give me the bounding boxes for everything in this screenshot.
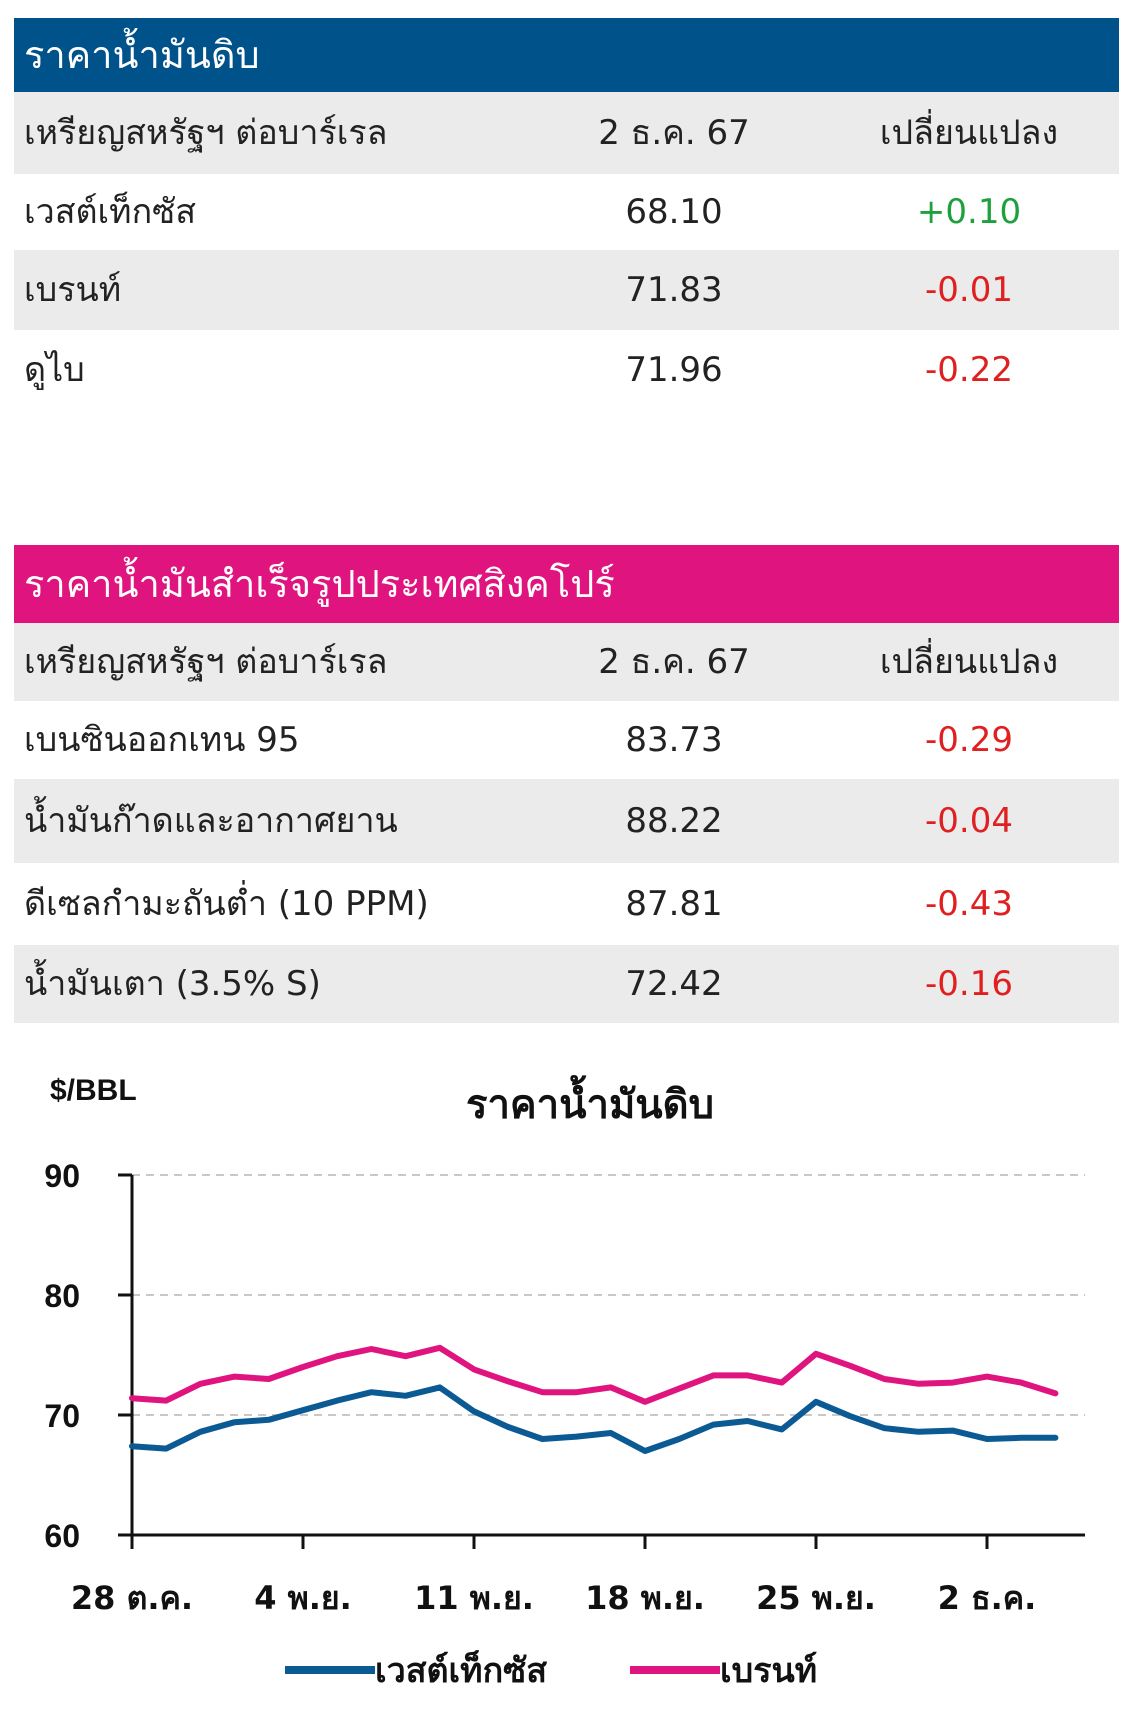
y-tick-label: 60: [44, 1518, 80, 1554]
y-tick-label: 90: [44, 1158, 80, 1194]
row-price: 71.96: [625, 350, 723, 390]
row-change: -0.22: [925, 350, 1013, 390]
row-price: 71.83: [625, 270, 723, 310]
date-label: 2 ธ.ค. 67: [598, 642, 750, 682]
row-price: 72.42: [625, 964, 723, 1004]
row-name: ดีเซลกำมะถันต่ำ (10 PPM): [24, 884, 429, 924]
x-tick-label: 4 พ.ย.: [254, 1579, 352, 1617]
table-row: น้ำมันก๊าดและอากาศยาน 88.22 -0.04: [14, 779, 1119, 863]
row-price: 88.22: [625, 801, 723, 841]
chart-title: ราคาน้ำมันดิบ: [466, 1075, 714, 1128]
table-row: ดีเซลกำมะถันต่ำ (10 PPM) 87.81 -0.43: [14, 863, 1119, 945]
crude-table: ราคาน้ำมันดิบ เหรียญสหรัฐฯ ต่อบาร์เรล 2 …: [14, 18, 1119, 410]
row-change: -0.04: [925, 801, 1013, 841]
date-label: 2 ธ.ค. 67: [598, 113, 750, 153]
unit-label: เหรียญสหรัฐฯ ต่อบาร์เรล: [24, 642, 388, 682]
crude-price-chart: $/BBL ราคาน้ำมันดิบ 60 70 80 90 28 ต.ค. 4 พ.ย…: [44, 1074, 1085, 1691]
change-label: เปลี่ยนแปลง: [879, 642, 1059, 682]
row-change: -0.29: [925, 720, 1013, 760]
x-tick-label: 25 พ.ย.: [756, 1579, 876, 1617]
row-name: น้ำมันก๊าดและอากาศยาน: [24, 801, 398, 841]
table-row: เบนซินออกเทน 95 83.73 -0.29: [14, 701, 1119, 779]
row-change: -0.01: [925, 270, 1013, 310]
row-price: 87.81: [625, 884, 723, 924]
row-name: เบนซินออกเทน 95: [24, 720, 300, 760]
row-price: 68.10: [625, 192, 723, 232]
unit-label: เหรียญสหรัฐฯ ต่อบาร์เรล: [24, 113, 388, 153]
x-tick-label: 11 พ.ย.: [414, 1579, 534, 1617]
legend-label: เวสต์เท็กซัส: [375, 1649, 547, 1691]
series-line-brent: [129, 1344, 1059, 1405]
crude-table-title: ราคาน้ำมันดิบ: [14, 18, 1119, 92]
row-name: น้ำมันเตา (3.5% S): [24, 964, 321, 1004]
product-table-header: เหรียญสหรัฐฯ ต่อบาร์เรล 2 ธ.ค. 67 เปลี่ย…: [14, 623, 1119, 701]
product-table-title: ราคาน้ำมันสำเร็จรูปประเทศสิงคโปร์: [14, 545, 1119, 623]
x-tick-label: 28 ต.ค.: [71, 1579, 193, 1617]
row-name: เบรนท์: [24, 270, 122, 310]
row-price: 83.73: [625, 720, 723, 760]
x-tick-label: 18 พ.ย.: [585, 1579, 705, 1617]
crude-table-header: เหรียญสหรัฐฯ ต่อบาร์เรล 2 ธ.ค. 67 เปลี่ย…: [14, 92, 1119, 174]
row-change: -0.43: [925, 884, 1013, 924]
row-name: ดูไบ: [24, 350, 85, 390]
legend-label: เบรนท์: [720, 1651, 817, 1691]
table-row: เวสต์เท็กซัส 68.10 +0.10: [14, 174, 1119, 250]
row-change: +0.10: [916, 192, 1022, 232]
row-change: -0.16: [925, 964, 1013, 1004]
table-row: ดูไบ 71.96 -0.22: [14, 330, 1119, 410]
y-tick-label: 70: [44, 1398, 80, 1434]
row-name: เวสต์เท็กซัส: [24, 192, 196, 232]
change-label: เปลี่ยนแปลง: [879, 113, 1059, 153]
chart-ylabel: $/BBL: [50, 1074, 137, 1107]
table-row: น้ำมันเตา (3.5% S) 72.42 -0.16: [14, 945, 1119, 1023]
x-tick-label: 2 ธ.ค.: [938, 1579, 1037, 1617]
y-tick-label: 80: [44, 1278, 80, 1314]
series-line-wti: [129, 1384, 1059, 1454]
product-table: ราคาน้ำมันสำเร็จรูปประเทศสิงคโปร์ เหรียญ…: [14, 545, 1119, 1023]
table-row: เบรนท์ 71.83 -0.01: [14, 250, 1119, 330]
